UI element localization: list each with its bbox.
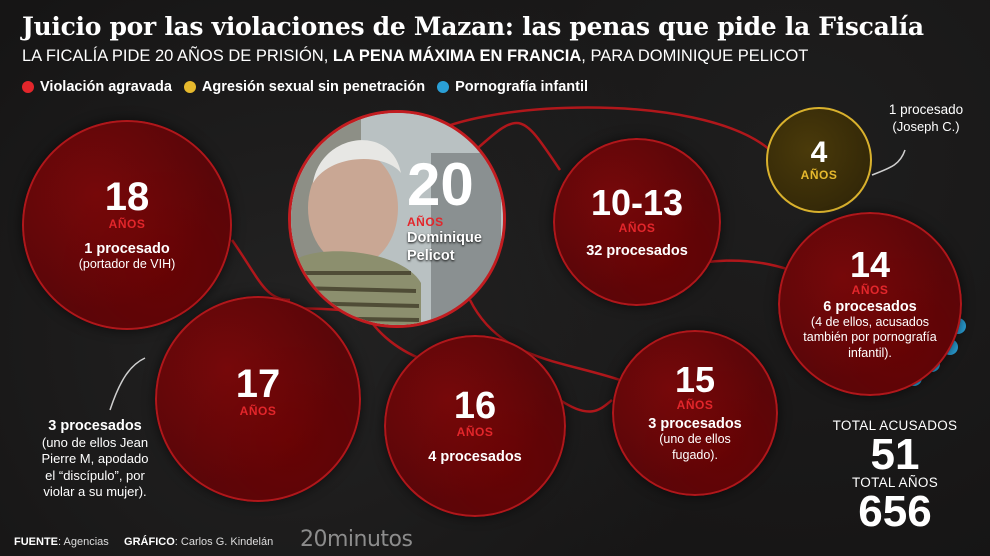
years-value: 15 [674, 359, 716, 401]
years-unit: AÑOS [851, 282, 889, 297]
graphic-value: : Carlos G. Kindelán [174, 536, 274, 548]
processed-count: 4 procesados [428, 449, 522, 465]
processed-note: fugado). [672, 448, 718, 462]
total-accused-value: 51 [870, 430, 920, 479]
circle-14-years: 14 AÑOS 6 procesados (4 de ellos, acusad… [778, 212, 962, 396]
total-accused-label: TOTAL ACUSADOS [832, 418, 958, 433]
side-note-17-years: 3 procesados (uno de ellos Jean Pierre M… [22, 417, 168, 500]
years-unit: AÑOS [800, 168, 838, 182]
processed-count: 1 procesado [84, 241, 170, 258]
circle-4-years: 4 AÑOS [766, 107, 872, 213]
photo-overlay-text: 20 AÑOS Dominique Pelicot [407, 151, 503, 265]
legend: Violación agravada Agresión sexual sin p… [22, 79, 588, 95]
processed-note: (uno de ellos [659, 432, 731, 447]
subtitle-part: , PARA DOMINIQUE PELICOT [581, 47, 809, 65]
processed-count: 6 procesados [823, 298, 917, 315]
side-note-line: (Joseph C.) [892, 118, 960, 134]
brand-logo: 20minutos [300, 527, 413, 552]
side-note-line: 3 procesados [48, 418, 142, 434]
defendant-first-name: Dominique [407, 230, 482, 246]
years-unit: AÑOS [108, 217, 146, 232]
circle-20-years: 20 AÑOS Dominique Pelicot [288, 110, 506, 328]
years-unit: AÑOS [239, 404, 277, 418]
years-unit: AÑOS [456, 425, 494, 439]
processed-note: (4 de ellos, acusados [810, 314, 930, 329]
legend-item-pornografia: Pornografía infantil [437, 79, 588, 95]
legend-label: Pornografía infantil [455, 79, 589, 95]
page-subtitle: LA FICALÍA PIDE 20 AÑOS DE PRISIÓN, LA P… [22, 47, 808, 66]
years-unit: AÑOS [407, 215, 444, 229]
circle-10-13-years: 10-13 AÑOS 32 procesados [553, 138, 721, 306]
processed-count: 32 procesados [586, 243, 688, 259]
red-dot-icon [22, 81, 34, 93]
processed-note: (portador de VIH) [78, 257, 176, 272]
circle-16-years: 16 AÑOS 4 procesados [384, 335, 566, 517]
years-value: 14 [849, 243, 891, 285]
legend-label: Violación agravada [40, 79, 172, 95]
defendant-last-name: Pelicot [407, 248, 455, 265]
graphic-label: GRÁFICO [124, 536, 175, 548]
yellow-dot-icon [183, 81, 196, 93]
circle-18-years: 18 AÑOS 1 procesado (portador de VIH) [22, 120, 232, 330]
circle-15-years: 15 AÑOS 3 procesados (uno de ellos fugad… [612, 330, 778, 496]
page-title: Juicio por las violaciones de Mazan: las… [22, 12, 924, 41]
subtitle-part: LA FICALÍA PIDE 20 AÑOS DE PRISIÓN, [22, 47, 333, 65]
years-value: 4 [810, 136, 828, 169]
side-note-line: (uno de ellos Jean [41, 435, 149, 451]
side-note-line: 1 procesado [888, 102, 964, 117]
total-years-value: 656 [858, 487, 932, 536]
total-years-label: TOTAL AÑOS [851, 475, 939, 490]
years-value: 20 [407, 151, 474, 218]
legend-item-violacion: Violación agravada [22, 79, 172, 95]
side-note-line: Pierre M, apodado [41, 451, 149, 467]
years-value: 10-13 [590, 182, 684, 223]
footer-credits: FUENTE: Agencias GRÁFICO: Carlos G. Kind… [14, 536, 273, 548]
processed-note: también por pornografía [803, 330, 937, 345]
side-note-line: el “discípulo”, por [45, 467, 145, 483]
processed-note: infantil). [848, 345, 892, 360]
circle-17-years: 17 AÑOS [155, 296, 361, 502]
subtitle-emphasis: LA PENA MÁXIMA EN FRANCIA [332, 47, 582, 65]
years-value: 16 [453, 385, 497, 427]
side-note-4-years: 1 procesado (Joseph C.) [862, 102, 990, 135]
side-note-line: violar a su mujer). [43, 483, 147, 499]
totals-panel: TOTAL ACUSADOS 51 TOTAL AÑOS 656 [822, 418, 968, 534]
blue-dot-icon [437, 81, 450, 93]
legend-item-agresion: Agresión sexual sin penetración [183, 79, 426, 95]
years-value: 17 [235, 362, 281, 406]
legend-label: Agresión sexual sin penetración [201, 79, 426, 95]
source-label: FUENTE [14, 536, 58, 548]
source-value: : Agencias [58, 536, 109, 548]
processed-count: 3 procesados [648, 416, 742, 433]
years-unit: AÑOS [676, 398, 714, 413]
years-value: 18 [104, 175, 150, 220]
years-unit: AÑOS [618, 221, 656, 235]
